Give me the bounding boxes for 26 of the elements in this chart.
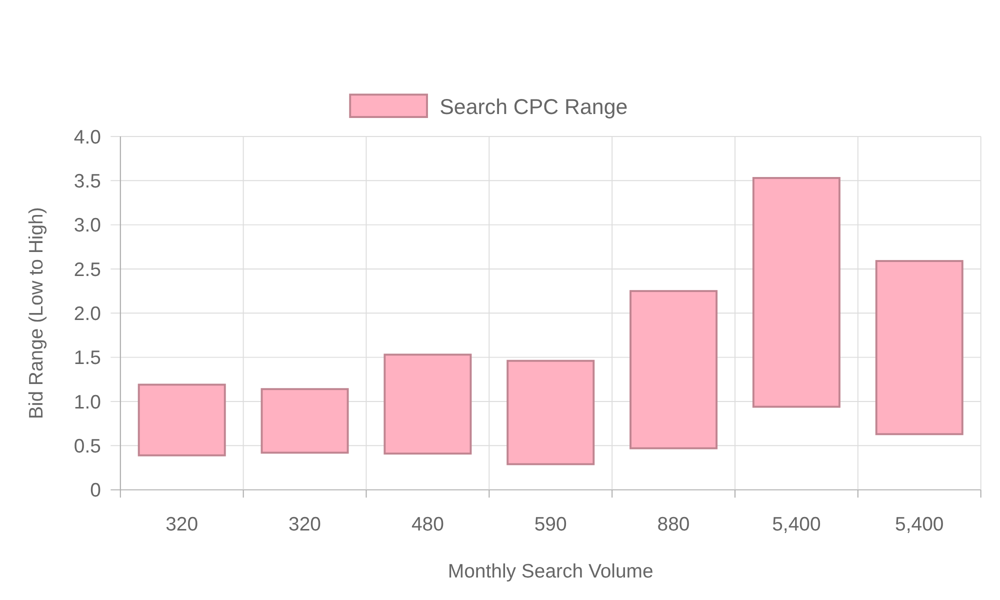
y-tick-label: 2.5 (74, 258, 101, 281)
y-tick-label: 2.0 (74, 302, 102, 325)
bar (260, 388, 349, 454)
x-tick-label: 480 (411, 514, 444, 536)
y-tick-label: 3.0 (74, 214, 102, 237)
y-axis-title: Bid Range (Low to High) (26, 207, 48, 420)
y-tick-label: 0.5 (74, 435, 101, 458)
y-tick-label: 1.0 (74, 391, 102, 414)
legend-label: Search CPC Range (440, 94, 628, 119)
bar (506, 360, 595, 466)
x-axis-title: Monthly Search Volume (448, 560, 654, 582)
x-tick-label: 590 (534, 514, 568, 536)
y-tick-label: 1.5 (74, 347, 101, 370)
bar (630, 290, 718, 450)
x-tick-label: 320 (288, 514, 322, 536)
y-tick-label: 3.5 (74, 170, 101, 192)
bar (875, 260, 964, 436)
bar (752, 177, 840, 408)
bar (138, 384, 226, 456)
y-tick-label: 0 (90, 480, 102, 502)
x-tick-label: 5,400 (772, 514, 821, 536)
bar (384, 354, 472, 455)
y-tick-label: 4.0 (74, 126, 102, 148)
x-tick-label: 880 (657, 514, 690, 536)
x-tick-label: 320 (166, 514, 198, 536)
x-tick-label: 5,400 (895, 514, 944, 536)
